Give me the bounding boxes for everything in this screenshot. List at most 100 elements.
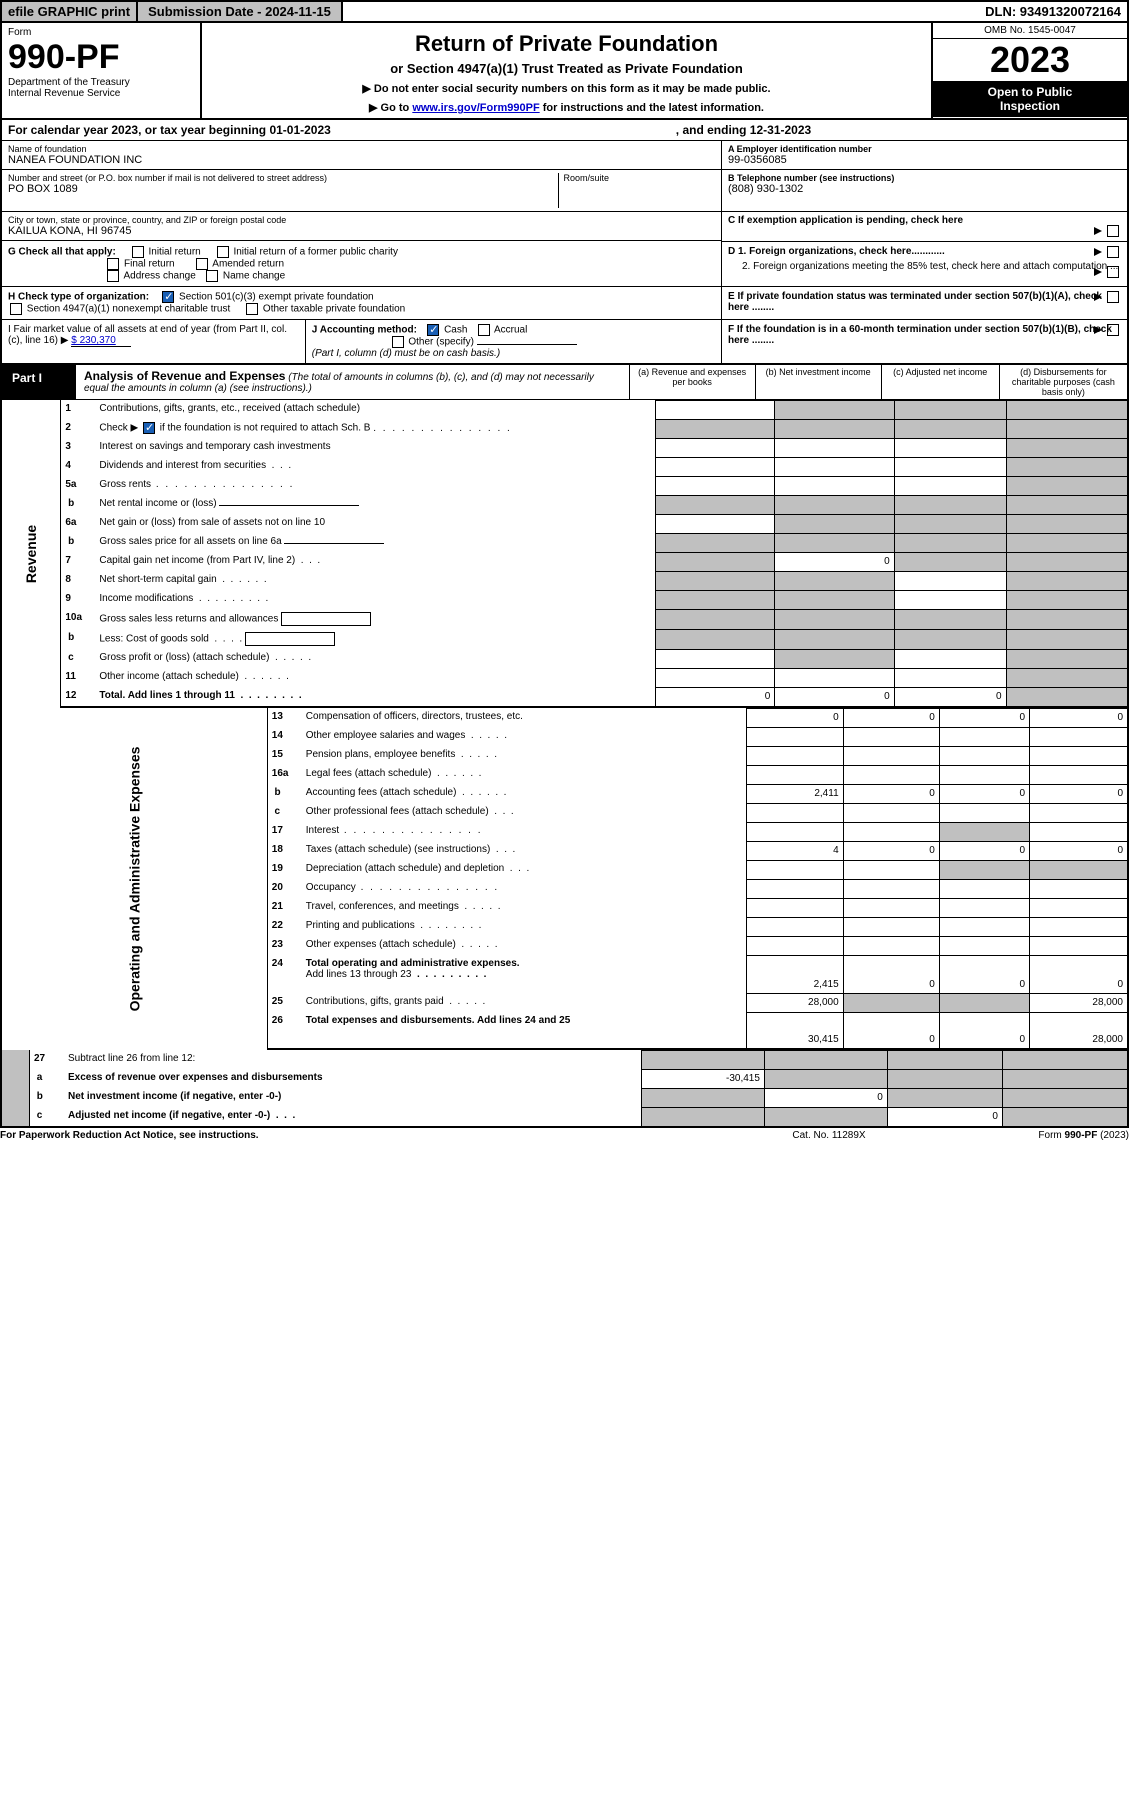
ln-26: 26 xyxy=(268,1012,302,1048)
c18a: 4 xyxy=(746,841,842,860)
h-other-checkbox[interactable] xyxy=(246,303,258,315)
j-cash-checkbox[interactable] xyxy=(427,324,439,336)
c-checkbox[interactable] xyxy=(1107,225,1119,237)
c16ca xyxy=(746,803,842,822)
g-final-checkbox[interactable] xyxy=(107,258,119,270)
h-other: Other taxable private foundation xyxy=(263,304,405,315)
ld-23: Other expenses (attach schedule) . . . .… xyxy=(302,936,747,955)
fmv-link[interactable]: $ 230,370 xyxy=(71,335,131,347)
c24a: 2,415 xyxy=(746,955,842,993)
line-25: 25 Contributions, gifts, grants paid . .… xyxy=(268,993,1127,1012)
topbar-spacer xyxy=(343,2,979,21)
calyear-begin: For calendar year 2023, or tax year begi… xyxy=(8,123,676,137)
c27cc: 0 xyxy=(887,1107,1002,1126)
c27bc xyxy=(887,1088,1002,1107)
ln-3: 3 xyxy=(61,438,95,457)
c8b xyxy=(774,571,893,590)
h-501-checkbox[interactable] xyxy=(162,291,174,303)
dots-icon xyxy=(356,882,499,893)
d1-checkbox[interactable] xyxy=(1107,246,1119,258)
ln-27a: a xyxy=(30,1069,64,1088)
h-4947-checkbox[interactable] xyxy=(10,303,22,315)
col-a-head: (a) Revenue and expenses per books xyxy=(629,365,755,399)
calyear-end: , and ending 12-31-2023 xyxy=(676,123,1121,137)
line-3: 3 Interest on savings and temporary cash… xyxy=(61,438,1127,457)
efile-print-button[interactable]: efile GRAPHIC print xyxy=(2,2,138,21)
c27cd xyxy=(1002,1107,1127,1126)
f-checkbox[interactable] xyxy=(1107,324,1119,336)
ln-25: 25 xyxy=(268,993,302,1012)
c5ac xyxy=(894,476,1006,495)
g-address-checkbox[interactable] xyxy=(107,270,119,282)
c23c xyxy=(939,936,1029,955)
c21d xyxy=(1029,898,1127,917)
j-accrual-checkbox[interactable] xyxy=(478,324,490,336)
arrow-icon xyxy=(1094,248,1102,256)
c16ba: 2,411 xyxy=(746,784,842,803)
c21b xyxy=(843,898,939,917)
d2-checkbox[interactable] xyxy=(1107,266,1119,278)
g-initial-checkbox[interactable] xyxy=(132,246,144,258)
c16cd xyxy=(1029,803,1127,822)
c20a xyxy=(746,879,842,898)
l2-checkbox[interactable] xyxy=(143,422,155,434)
c9c xyxy=(894,590,1006,609)
line-5b: b Net rental income or (loss) xyxy=(61,495,1127,514)
e-block: E If private foundation status was termi… xyxy=(722,287,1127,319)
ld-10a: Gross sales less returns and allowances xyxy=(95,609,655,629)
g-final: Final return xyxy=(124,259,175,270)
address-row: Number and street (or P.O. box number if… xyxy=(2,170,721,212)
city-label: City or town, state or province, country… xyxy=(8,215,715,225)
g-amended-checkbox[interactable] xyxy=(196,258,208,270)
line-9: 9 Income modifications . . . . . . . . . xyxy=(61,590,1127,609)
ld-27c: Adjusted net income (if negative, enter … xyxy=(64,1107,641,1126)
ln-21: 21 xyxy=(268,898,302,917)
c12a: 0 xyxy=(655,687,774,706)
c25a: 28,000 xyxy=(746,993,842,1012)
j-other-field[interactable] xyxy=(477,344,577,345)
g-initial-former-checkbox[interactable] xyxy=(217,246,229,258)
line-16b: b Accounting fees (attach schedule) . . … xyxy=(268,784,1127,803)
c14d xyxy=(1029,727,1127,746)
ln-5a: 5a xyxy=(61,476,95,495)
line-18: 18 Taxes (attach schedule) (see instruct… xyxy=(268,841,1127,860)
ln-16a: 16a xyxy=(268,765,302,784)
c26c: 0 xyxy=(939,1012,1029,1048)
g-name-checkbox[interactable] xyxy=(206,270,218,282)
line-24: 24 Total operating and administrative ex… xyxy=(268,955,1127,993)
c19a xyxy=(746,860,842,879)
ld-2: Check ▶ if the foundation is not require… xyxy=(95,419,655,438)
line-5a: 5a Gross rents xyxy=(61,476,1127,495)
ld-17: Interest xyxy=(302,822,747,841)
c6bb xyxy=(774,533,893,552)
form-container: efile GRAPHIC print Submission Date - 20… xyxy=(0,0,1129,1143)
revenue-rows: 1 Contributions, gifts, grants, etc., re… xyxy=(61,400,1127,708)
c5ab xyxy=(774,476,893,495)
c4b xyxy=(774,457,893,476)
c6bc xyxy=(894,533,1006,552)
arrow-icon xyxy=(1094,293,1102,301)
c5bc xyxy=(894,495,1006,514)
line-14: 14 Other employee salaries and wages . .… xyxy=(268,727,1127,746)
ln-8: 8 xyxy=(61,571,95,590)
c12b: 0 xyxy=(774,687,893,706)
e-checkbox[interactable] xyxy=(1107,291,1119,303)
check-section: G Check all that apply: Initial return I… xyxy=(0,242,1129,320)
ld-21: Travel, conferences, and meetings . . . … xyxy=(302,898,747,917)
c13a: 0 xyxy=(746,708,842,727)
tel-label: B Telephone number (see instructions) xyxy=(728,173,1121,183)
c14a xyxy=(746,727,842,746)
c20c xyxy=(939,879,1029,898)
dept-treasury: Department of the Treasury xyxy=(8,77,194,88)
j-other-checkbox[interactable] xyxy=(392,336,404,348)
h-e-row: H Check type of organization: Section 50… xyxy=(2,287,1127,320)
c24d: 0 xyxy=(1029,955,1127,993)
c10ab xyxy=(774,609,893,629)
line-16a: 16a Legal fees (attach schedule) . . . .… xyxy=(268,765,1127,784)
c16ac xyxy=(939,765,1029,784)
irs-link[interactable]: www.irs.gov/Form990PF xyxy=(412,102,539,114)
ln-17: 17 xyxy=(268,822,302,841)
c21c xyxy=(939,898,1029,917)
ld-22: Printing and publications . . . . . . . … xyxy=(302,917,747,936)
d1-label: D 1. Foreign organizations, check here..… xyxy=(728,246,945,257)
